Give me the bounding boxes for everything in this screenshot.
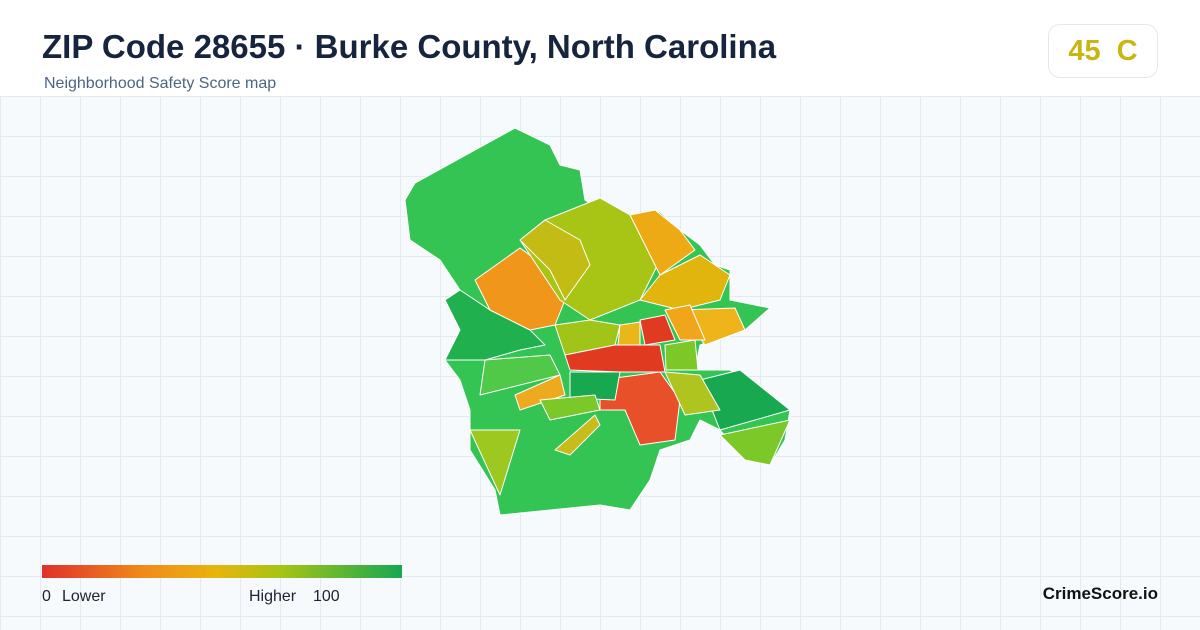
region xyxy=(699,369,791,431)
legend-min-label: Lower xyxy=(62,588,106,605)
region xyxy=(554,319,621,356)
legend-gradient xyxy=(42,565,402,578)
region xyxy=(664,304,706,341)
region xyxy=(514,374,566,411)
legend-min: 0 xyxy=(42,588,51,605)
regions xyxy=(404,127,791,516)
region xyxy=(639,254,731,311)
region xyxy=(664,371,721,416)
region xyxy=(629,209,696,276)
region xyxy=(539,394,601,421)
region xyxy=(617,321,641,346)
region xyxy=(664,339,699,371)
region xyxy=(719,419,791,466)
score-badge: 45 C xyxy=(1048,24,1158,78)
region xyxy=(554,414,601,456)
subtitle: Neighborhood Safety Score map xyxy=(44,75,277,92)
region xyxy=(639,314,676,346)
brand: CrimeScore.io xyxy=(1042,584,1158,603)
score-value: 45 xyxy=(1068,34,1101,67)
region xyxy=(519,219,591,301)
region xyxy=(469,429,521,496)
title: ZIP Code 28655 · Burke County, North Car… xyxy=(42,28,777,65)
score-grade: C xyxy=(1116,34,1138,67)
region xyxy=(569,371,621,401)
region xyxy=(599,371,681,446)
header: ZIP Code 28655 · Burke County, North Car… xyxy=(0,0,1200,97)
legend-max: 100 xyxy=(313,588,340,605)
legend-max-label: Higher xyxy=(249,588,297,605)
